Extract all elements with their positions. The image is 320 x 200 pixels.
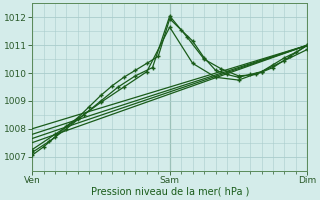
- X-axis label: Pression niveau de la mer( hPa ): Pression niveau de la mer( hPa ): [91, 187, 249, 197]
